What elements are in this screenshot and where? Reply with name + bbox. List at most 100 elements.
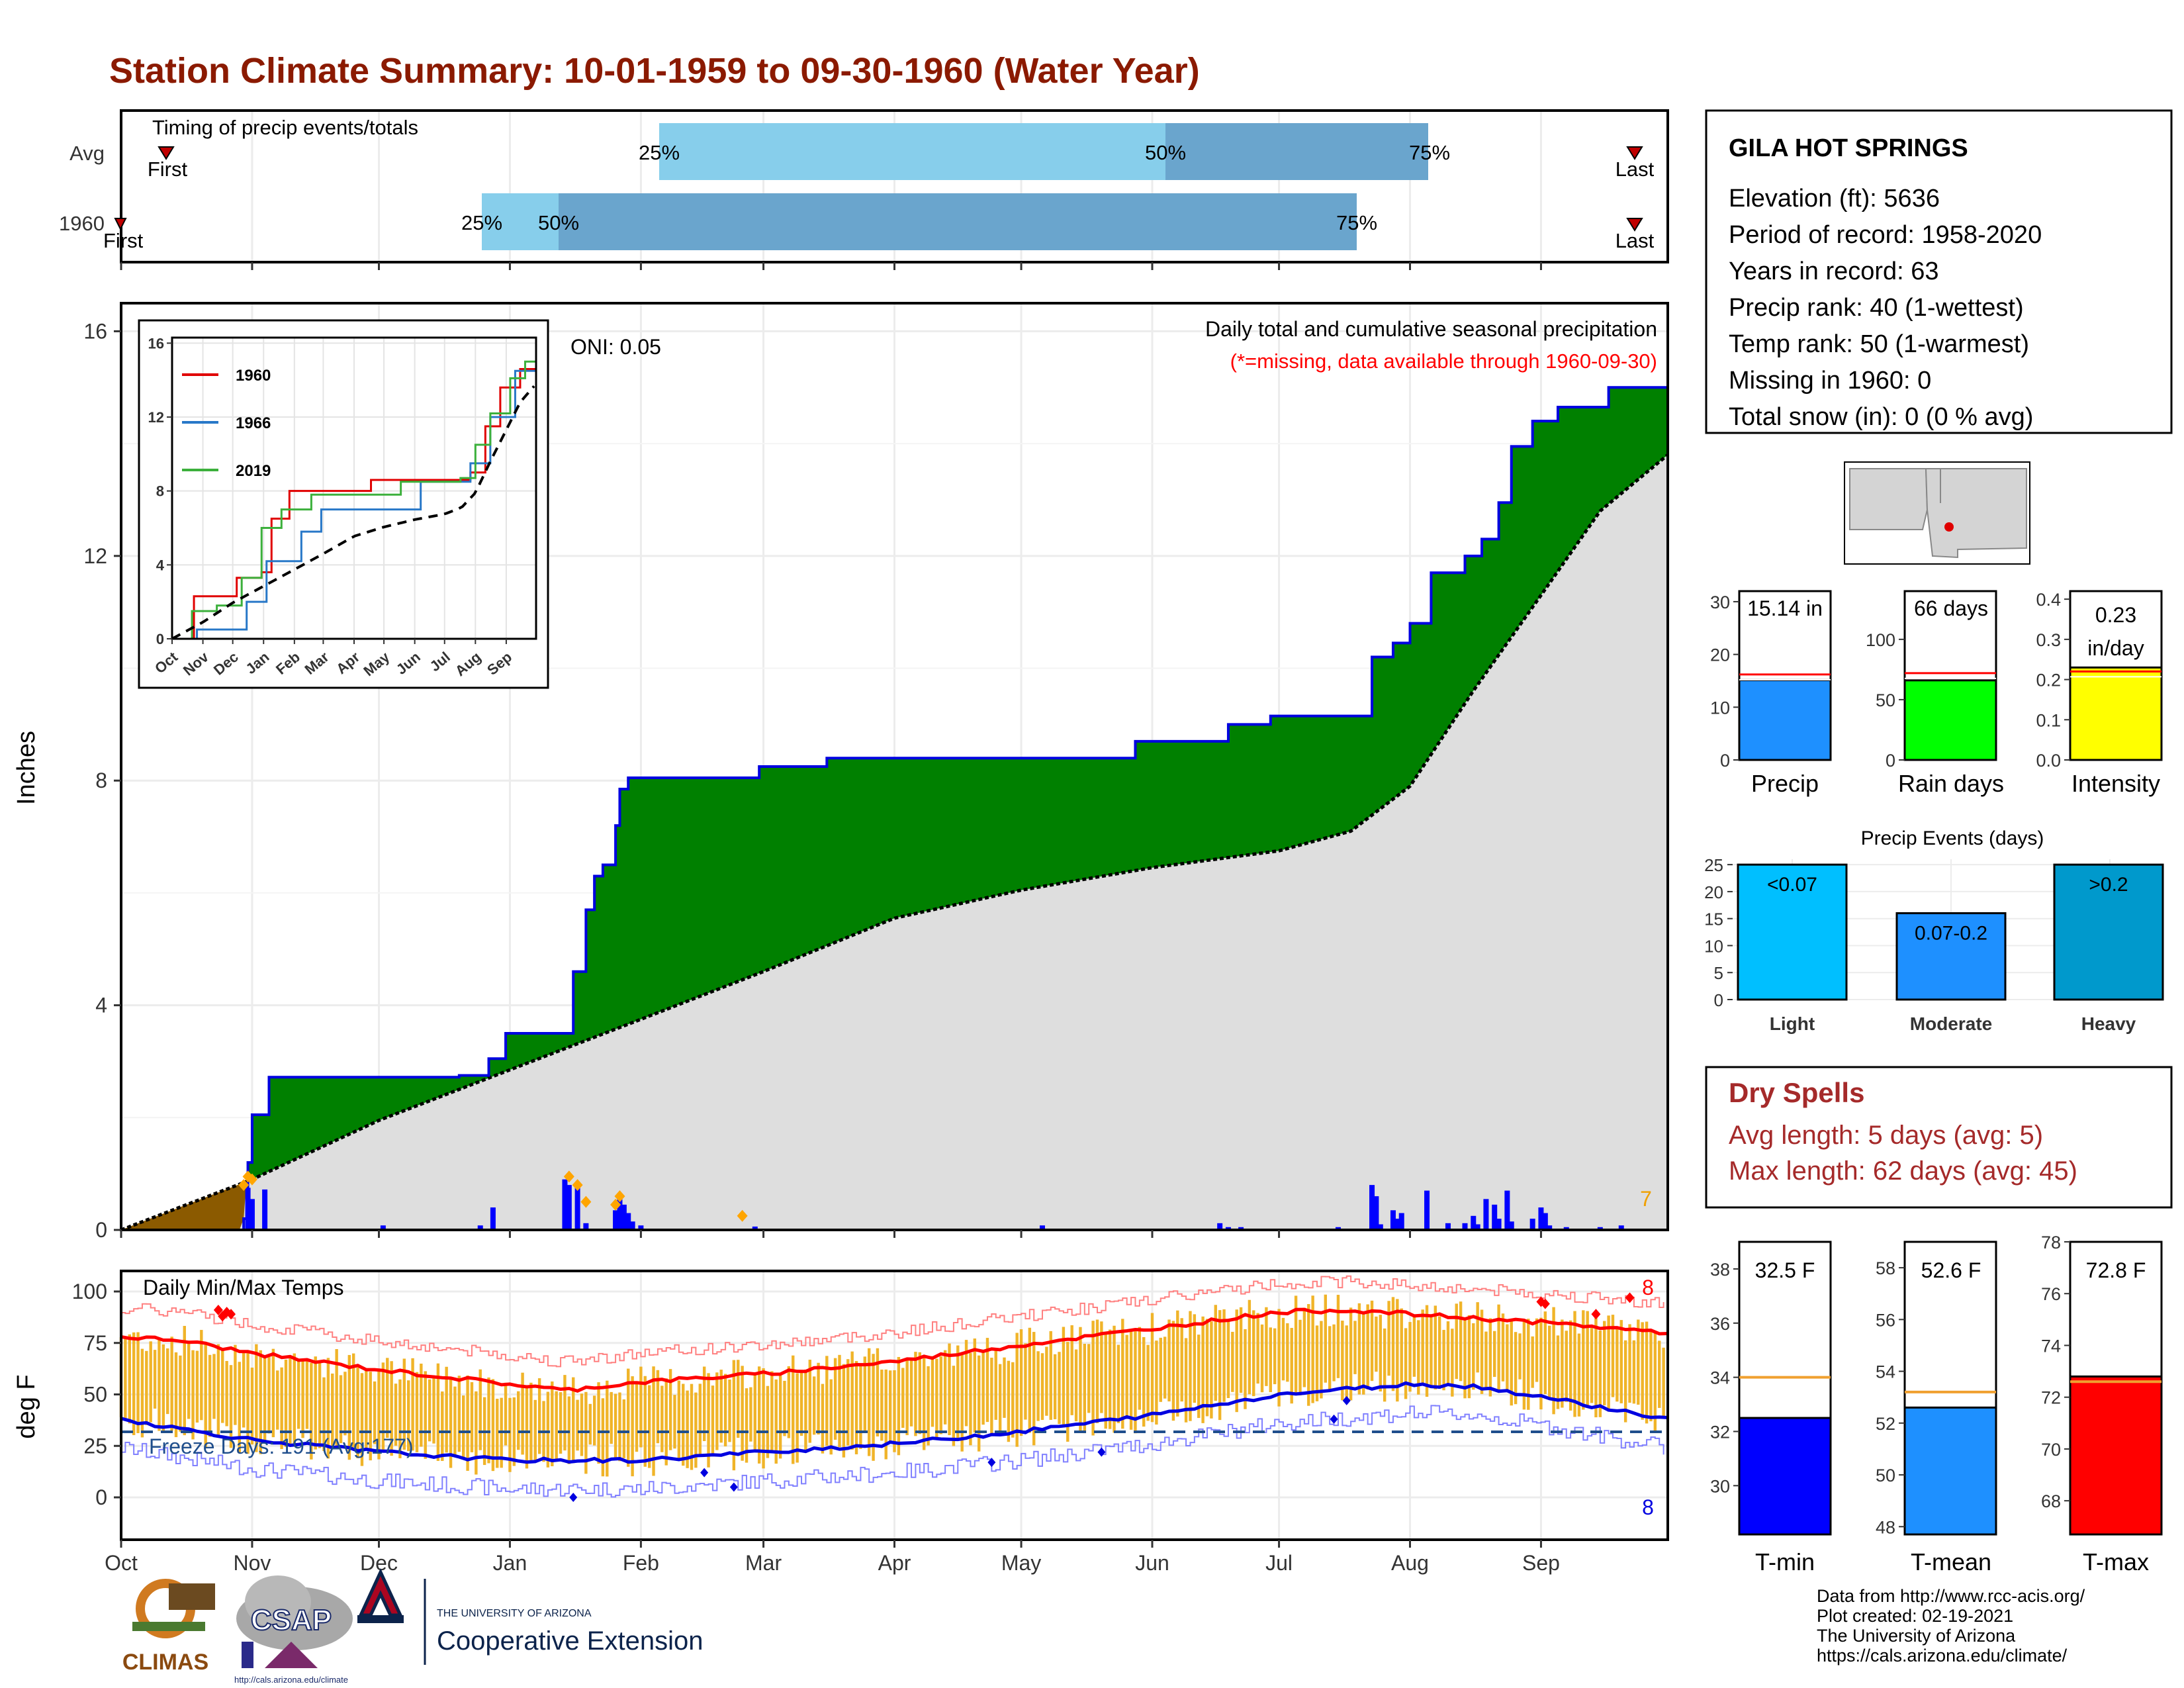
daily-temp-bar — [1480, 1309, 1484, 1394]
timing-1960-25: 25% — [461, 211, 502, 234]
daily-temp-bar — [1623, 1340, 1627, 1423]
daily-temp-bar — [1324, 1294, 1327, 1383]
daily-temp-bar — [1074, 1349, 1078, 1422]
mini-chart-ytick: 0 — [1886, 751, 1895, 771]
temp-chart-ytick: 38 — [1710, 1260, 1730, 1280]
daily-temp-bar — [956, 1345, 960, 1438]
temp-chart-value: 72.8 F — [2086, 1258, 2146, 1282]
daily-temp-bar — [267, 1357, 271, 1434]
daily-temp-bar — [559, 1392, 563, 1454]
avg-max-line — [120, 1307, 1668, 1393]
inset-normal-line — [171, 385, 535, 640]
daily-temp-bar — [1514, 1332, 1518, 1405]
daily-temp-bar — [1049, 1331, 1052, 1420]
temp-chart-bar — [1738, 1417, 1832, 1536]
daily-temp-bar — [1142, 1336, 1146, 1427]
daily-temp-bar — [1619, 1320, 1623, 1403]
daily-temp-bar — [1400, 1308, 1403, 1385]
timing-avg-75: 75% — [1409, 141, 1450, 164]
timing-avg-50: 50% — [1145, 141, 1186, 164]
daily-temp-bar — [301, 1360, 304, 1438]
daily-temp-bar — [833, 1358, 837, 1440]
mini-chart-ytick: 0.1 — [2036, 710, 2061, 730]
daily-temp-bar — [140, 1348, 144, 1438]
timing-1960-last-marker — [1626, 218, 1643, 232]
mini-chart-ytick: 0.0 — [2036, 751, 2061, 771]
temp-ylabel: deg F — [13, 1374, 40, 1438]
station-location-dot — [1944, 522, 1954, 532]
daily-temp-bar — [745, 1388, 749, 1463]
dry-spells-title: Dry Spells — [1729, 1077, 1864, 1108]
daily-temp-bar — [931, 1356, 934, 1427]
daily-temp-bar — [216, 1344, 220, 1437]
page-title: Station Climate Summary: 10-01-1959 to 0… — [109, 51, 1200, 91]
temp-ytick: 0 — [95, 1485, 107, 1509]
daily-temp-bar — [627, 1368, 630, 1467]
daily-temp-bar — [208, 1354, 212, 1437]
daily-temp-bar — [812, 1376, 816, 1435]
daily-precip-bar — [1335, 1227, 1341, 1230]
climas-logo: CLIMAS — [122, 1579, 215, 1675]
daily-temp-bar — [1146, 1344, 1150, 1421]
daily-temp-bar — [804, 1369, 807, 1452]
precip-ytick: 8 — [95, 769, 107, 792]
daily-temp-bar — [1302, 1307, 1306, 1387]
temp-chart-bar — [1903, 1406, 1997, 1536]
daily-precip-bar — [245, 1188, 251, 1230]
daily-temp-bar — [1311, 1295, 1314, 1403]
daily-temp-bar — [567, 1396, 571, 1464]
inset-ytick: 0 — [156, 631, 164, 647]
daily-temp-bar — [153, 1350, 157, 1409]
daily-temp-bar — [525, 1387, 529, 1469]
daily-temp-bar — [732, 1360, 736, 1471]
month-tick-label: Oct — [105, 1551, 138, 1575]
month-tick-label: Mar — [745, 1551, 782, 1575]
events-title: Precip Events (days) — [1861, 827, 2044, 849]
record-min-line — [121, 1405, 1664, 1498]
daily-temp-bar — [1214, 1305, 1217, 1401]
daily-precip-bar — [583, 1223, 589, 1230]
daily-temp-bar — [943, 1350, 947, 1425]
daily-temp-bar — [1641, 1322, 1644, 1420]
daily-temp-bar — [296, 1360, 300, 1429]
daily-temp-bar — [1197, 1335, 1201, 1419]
precip-missing-note: (*=missing, data available through 1960-… — [1230, 350, 1657, 373]
daily-temp-bar — [1273, 1328, 1277, 1385]
daily-temp-bar — [1070, 1325, 1073, 1415]
daily-precip-bar — [1504, 1190, 1510, 1230]
timing-row-1960: 1960 — [59, 212, 105, 235]
inset-legend-1960: 1960 — [236, 367, 271, 385]
temp-chart-bar — [2069, 1375, 2163, 1536]
csap-url: http://cals.arizona.edu/climate — [234, 1675, 348, 1685]
daily-temp-bar — [174, 1352, 178, 1438]
precip-event-bar — [1895, 912, 2007, 1001]
daily-temp-bar — [1569, 1320, 1572, 1411]
daily-temp-bar — [698, 1383, 702, 1456]
record-max-marker — [1625, 1292, 1635, 1303]
daily-temp-bar — [406, 1380, 410, 1452]
daily-temp-bar — [1277, 1309, 1281, 1407]
daily-temp-bar — [1171, 1321, 1175, 1421]
daily-temp-bar — [331, 1373, 334, 1447]
daily-temp-bar — [1281, 1317, 1285, 1381]
precip-ytick: 16 — [83, 319, 107, 343]
daily-temp-bar — [1430, 1317, 1433, 1389]
temp-chart-ytick: 50 — [1876, 1466, 1895, 1485]
month-tick-label: Jul — [1265, 1551, 1293, 1575]
daily-temp-bar — [462, 1395, 465, 1458]
precip-event-category: Heavy — [2081, 1013, 2136, 1034]
inset-ytick: 8 — [156, 483, 164, 500]
precip-ytick: 0 — [95, 1218, 107, 1242]
daily-temp-bar — [990, 1358, 993, 1434]
daily-temp-bar — [1315, 1325, 1319, 1401]
daily-temp-bar — [1387, 1301, 1390, 1376]
daily-temp-bar — [1062, 1327, 1066, 1428]
daily-temp-bar — [1256, 1313, 1259, 1384]
daily-temp-bar — [723, 1374, 727, 1446]
daily-precip-bar — [1238, 1227, 1244, 1230]
mini-chart-ytick: 0 — [1720, 751, 1730, 771]
record-max-line — [121, 1275, 1664, 1368]
timing-avg-25: 25% — [639, 141, 680, 164]
daily-temp-bar — [1349, 1307, 1353, 1401]
climas-label: CLIMAS — [122, 1650, 208, 1675]
